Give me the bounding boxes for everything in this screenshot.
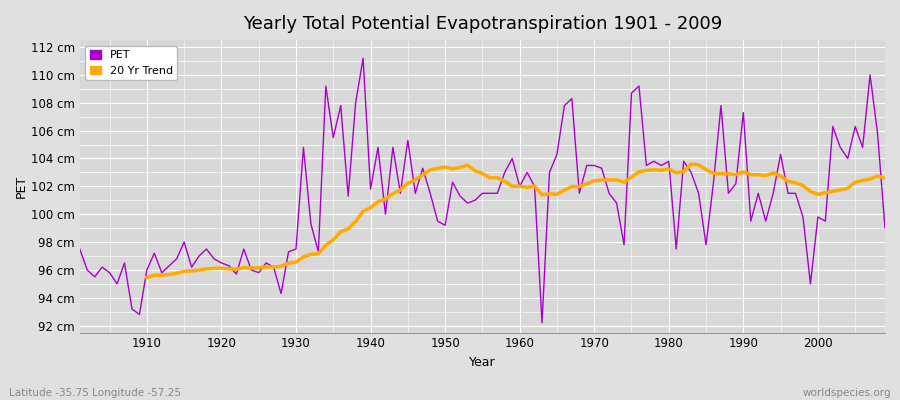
Text: worldspecies.org: worldspecies.org <box>803 388 891 398</box>
X-axis label: Year: Year <box>469 356 496 369</box>
Legend: PET, 20 Yr Trend: PET, 20 Yr Trend <box>86 46 177 80</box>
Title: Yearly Total Potential Evapotranspiration 1901 - 2009: Yearly Total Potential Evapotranspiratio… <box>243 15 722 33</box>
Text: Latitude -35.75 Longitude -57.25: Latitude -35.75 Longitude -57.25 <box>9 388 181 398</box>
Y-axis label: PET: PET <box>15 175 28 198</box>
